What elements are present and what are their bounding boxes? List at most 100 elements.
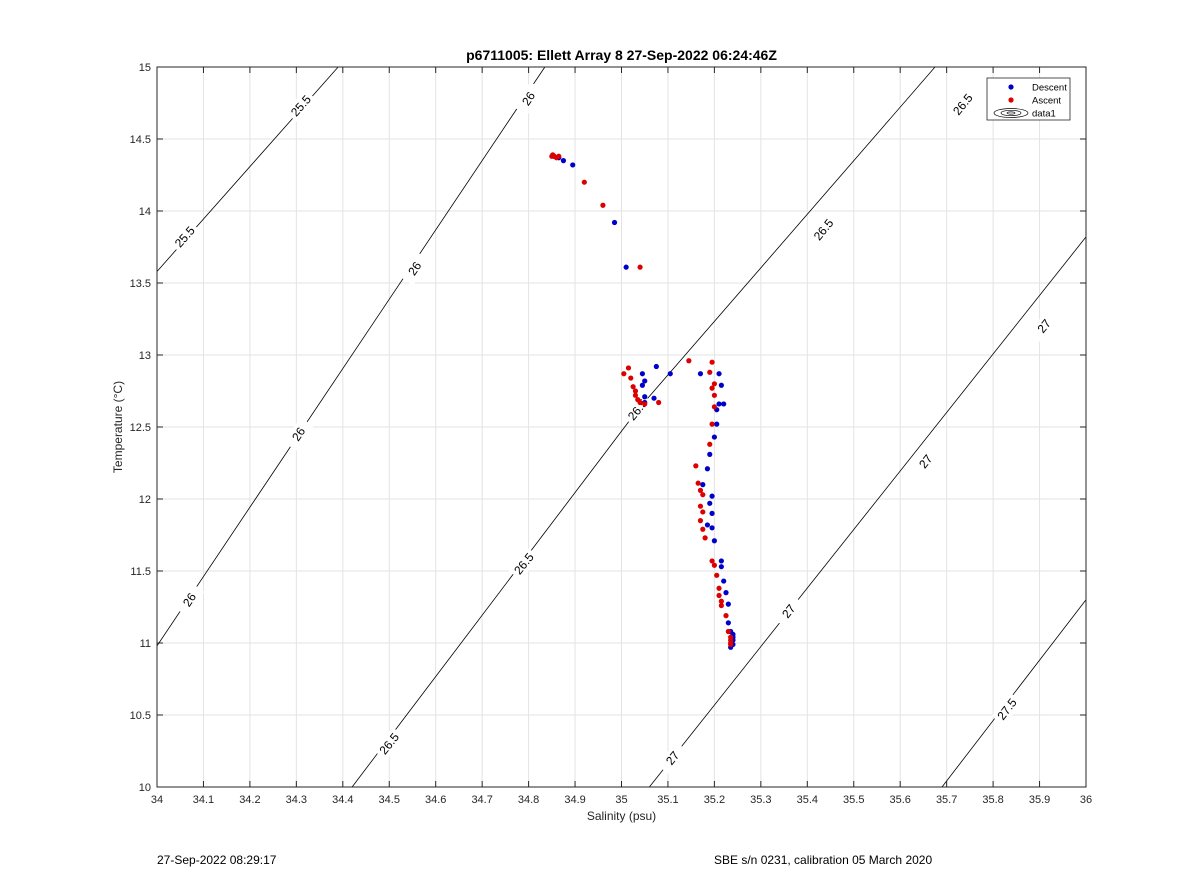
series-ascent: [549, 152, 734, 648]
y-tick-label: 10: [139, 782, 151, 794]
ascent-point: [632, 392, 639, 398]
axis-ticks: 34 34.1 34.2 34.3 34.4 34.5 34.6 34.7 34.8 34.9 35…: [130, 62, 1093, 806]
legend-contour-icon: [993, 108, 1029, 118]
x-tick-label: 34.3: [286, 794, 307, 806]
contour-label-mask: [947, 87, 979, 122]
descent-point: [709, 493, 715, 499]
descent-point: [721, 578, 727, 584]
y-tick-label: 14.5: [130, 134, 151, 146]
x-tick-label: 35.2: [704, 794, 725, 806]
ascent-point: [600, 202, 606, 208]
descent-point: [697, 371, 704, 377]
descent-point: [709, 525, 715, 531]
ascent-point: [718, 602, 724, 609]
chart-title: p6711005: Ellett Array 8 27-Sep-2022 06:…: [466, 47, 777, 63]
ascent-point: [711, 381, 718, 387]
ascent-point: [625, 365, 632, 371]
series-descent: [551, 153, 736, 650]
legend-marker-descent: [1008, 84, 1014, 90]
descent-point: [623, 264, 629, 270]
contour-label-mask: [174, 582, 205, 617]
ascent-point: [556, 153, 562, 159]
legend-contour-icon: [1006, 111, 1016, 115]
ascent-point: [707, 441, 713, 447]
x-tick-label: 34: [151, 794, 163, 806]
ascent-point: [630, 384, 636, 390]
x-tick-label: 35.6: [889, 794, 910, 806]
y-tick-label: 11: [140, 638, 151, 650]
descent-point: [723, 590, 729, 596]
x-tick-label: 36: [1080, 794, 1092, 806]
ascent-point: [621, 371, 627, 377]
descent-point: [721, 401, 727, 407]
x-axis-label: Salinity (psu): [587, 809, 656, 823]
y-tick-label: 10.5: [130, 710, 151, 722]
ascent-point: [695, 480, 701, 486]
legend-marker-ascent: [1008, 97, 1014, 103]
descent-point: [667, 371, 673, 377]
ascent-point: [700, 509, 706, 515]
descent-point: [718, 558, 724, 564]
ascent-point: [716, 585, 722, 591]
descent-point: [639, 371, 646, 377]
ascent-point: [642, 401, 648, 407]
contour-label-group: 25.5: [168, 220, 201, 254]
contour-label-group: 26: [174, 582, 205, 617]
legend-label-data1: data1: [1032, 109, 1056, 120]
descent-point: [716, 371, 722, 377]
ascent-point: [628, 375, 634, 381]
descent-point: [653, 363, 659, 370]
x-tick-label: 34.4: [332, 794, 353, 806]
legend: Descent Ascent data1: [986, 77, 1071, 121]
y-tick-label: 13: [139, 350, 151, 362]
contour-label-mask: [991, 692, 1023, 727]
contour-label-group: 27: [910, 444, 942, 479]
contour-label-mask: [807, 213, 840, 247]
contour-label-mask: [508, 547, 540, 581]
ascent-point: [709, 421, 715, 427]
contour-label-group: 27: [1028, 309, 1060, 343]
descent-point: [709, 510, 715, 516]
contour-line-27: [649, 236, 1087, 788]
y-tick-label: 13.5: [130, 278, 151, 290]
contour-label-mask: [399, 251, 430, 286]
x-tick-label: 35.9: [1029, 794, 1050, 806]
footer-calibration: SBE s/n 0231, calibration 05 March 2020: [714, 853, 933, 867]
ascent-point: [711, 392, 718, 398]
y-tick-label: 12.5: [130, 422, 151, 434]
ascent-point: [632, 388, 639, 394]
legend-label-ascent: Ascent: [1032, 96, 1061, 107]
ascent-point: [716, 592, 722, 599]
contour-line-26: [156, 66, 546, 647]
descent-point: [651, 395, 657, 401]
ascent-point: [637, 399, 643, 406]
ascent-point: [702, 535, 708, 541]
ascent-point: [709, 558, 715, 564]
ascent-point: [700, 526, 706, 532]
descent-point: [570, 162, 576, 168]
x-tick-label: 34.2: [239, 794, 260, 806]
x-tick-label: 35.7: [936, 794, 957, 806]
ascent-point: [700, 492, 706, 498]
ascent-point: [656, 399, 662, 406]
ascent-point: [709, 385, 715, 391]
contour-label-mask: [657, 741, 689, 775]
descent-point: [718, 564, 724, 570]
x-tick-label: 34.1: [193, 794, 214, 806]
descent-point: [560, 158, 567, 164]
contour-label-mask: [373, 727, 405, 761]
x-tick-label: 35.4: [797, 794, 818, 806]
contour-label-group: 26.5: [947, 87, 979, 122]
x-tick-label: 34.6: [425, 794, 446, 806]
contour-label-mask: [283, 417, 314, 452]
x-tick-label: 34.8: [518, 794, 539, 806]
contour-label-mask: [168, 220, 201, 254]
ascent-point: [718, 598, 724, 604]
descent-point: [639, 382, 646, 388]
y-axis-label: Temperature (°C): [111, 381, 125, 473]
descent-point: [707, 500, 713, 506]
y-tick-label: 11.5: [130, 566, 151, 578]
contour-label-mask: [910, 444, 942, 479]
descent-point: [707, 451, 713, 457]
contour-label-group: 26: [399, 251, 430, 286]
